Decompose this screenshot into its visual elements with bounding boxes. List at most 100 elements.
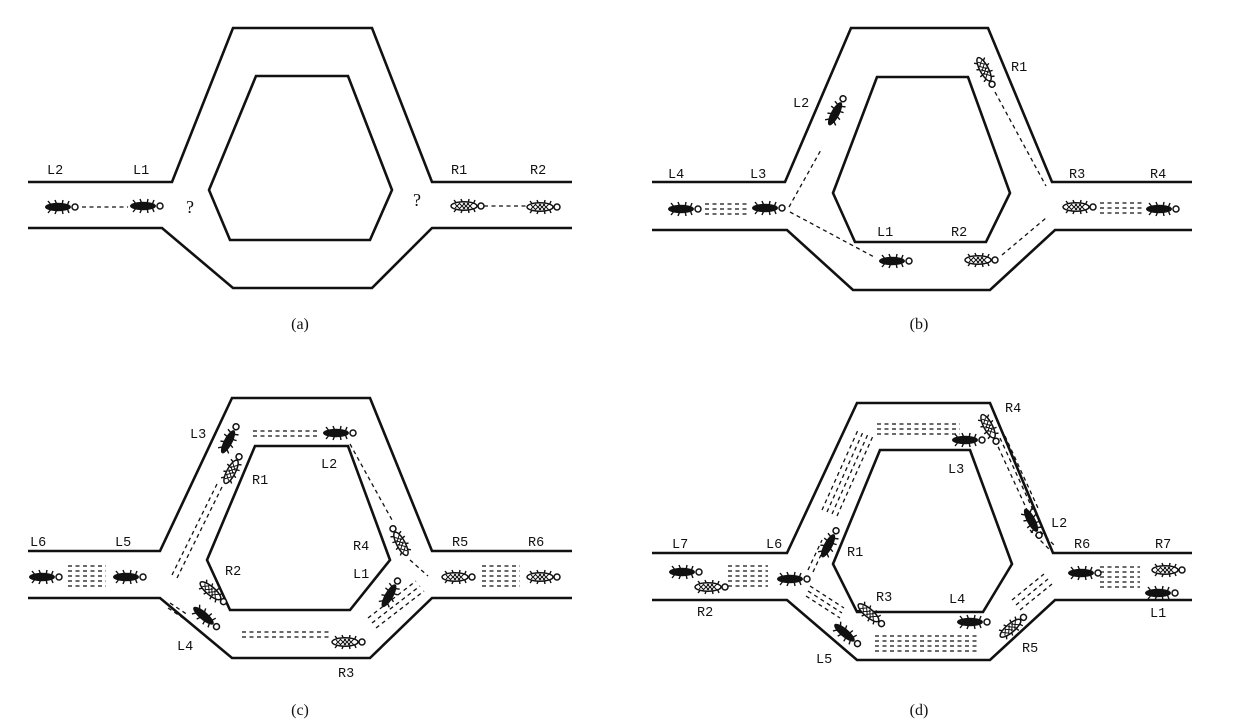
label-r2-c: R2	[225, 565, 241, 580]
label-l1-b: L1	[877, 226, 893, 241]
label-l5-c: L5	[115, 536, 131, 551]
ant-r6-c	[526, 569, 561, 585]
label-r1-b: R1	[1011, 61, 1027, 76]
label-r5-c: R5	[452, 536, 468, 551]
outer-road-bottom-a	[28, 226, 572, 290]
trail-lower-left-b	[789, 211, 877, 259]
ant-l1-d	[1144, 585, 1179, 601]
ant-l2-b	[822, 92, 852, 130]
trail-upper-left-d-2	[826, 431, 864, 513]
label-r4-b: R4	[1150, 168, 1166, 183]
question-mark-right: ?	[413, 190, 421, 210]
ant-l4-d	[956, 614, 991, 630]
label-l3-d: L3	[948, 463, 964, 478]
outer-road-bottom-b	[652, 228, 1192, 292]
panel-c: L6 L5 L3 R1 L2 R4 R5 R6 L1 R2 L4 R3 (c)	[28, 396, 572, 719]
ant-r1-a	[450, 198, 485, 214]
label-l3-b: L3	[750, 168, 766, 183]
ant-r1-c	[218, 450, 248, 488]
caption-b: (b)	[910, 316, 929, 333]
label-r3-b: R3	[1069, 168, 1085, 183]
trail-upper-left-d-4	[836, 435, 874, 517]
label-r6-d: R6	[1074, 538, 1090, 553]
label-r1-c: R1	[252, 474, 268, 489]
label-r1-a: R1	[451, 164, 467, 179]
label-l4-d: L4	[949, 593, 965, 608]
label-r1-d: R1	[847, 546, 863, 561]
ant-l2-c	[322, 425, 357, 441]
label-l7-d: L7	[672, 538, 688, 553]
outer-road-bottom-d	[652, 598, 1192, 662]
inner-island-b	[831, 75, 1012, 244]
label-l1-d: L1	[1150, 607, 1166, 622]
caption-c: (c)	[291, 702, 309, 719]
ant-l6-c	[28, 569, 63, 585]
label-l4-c: L4	[177, 640, 193, 655]
inner-island-d	[831, 448, 1014, 614]
trail-lower-right-d-2	[1015, 578, 1049, 606]
ant-l5-c	[112, 569, 147, 585]
label-l2-c: L2	[321, 458, 337, 473]
ant-l2-a	[44, 199, 79, 215]
trail-lower-left-d-2	[807, 590, 843, 614]
label-r2-a: R2	[530, 164, 546, 179]
outer-road-top-a	[28, 26, 572, 184]
ant-l1-b	[878, 253, 913, 269]
ant-l2-d	[1018, 504, 1048, 542]
trail-lower-left-d-3	[809, 585, 845, 609]
trail-left-junction-d-1	[807, 539, 823, 571]
ant-l1-a	[129, 198, 164, 214]
ant-r3-c	[331, 634, 366, 650]
outer-road-bottom-c	[28, 596, 572, 660]
trail-upper-left-b	[788, 147, 823, 208]
label-r2-b: R2	[951, 226, 967, 241]
trail-upper-right-b	[994, 91, 1047, 187]
label-r3-d: R3	[876, 591, 892, 606]
ant-l3-d	[951, 432, 986, 448]
ant-r2-c	[195, 576, 232, 610]
label-l2-b: L2	[793, 97, 809, 112]
trail-upper-left-c-2	[176, 484, 224, 579]
label-r7-d: R7	[1155, 538, 1171, 553]
trail-lower-left-c-1	[167, 607, 187, 621]
trail-upper-right-d-2	[999, 437, 1034, 511]
label-r6-c: R6	[528, 536, 544, 551]
panel-d: L7 L6 R1 R4 L3 L2 R6 R7 R2 R3 L4 L5 R5 L…	[652, 401, 1192, 719]
ant-l3-b	[751, 200, 786, 216]
ant-r2-a	[526, 199, 561, 215]
trail-right-junction-d-2	[1034, 525, 1056, 547]
trail-left-junction-d-2	[812, 541, 828, 573]
trail-right-junction-c	[409, 559, 429, 577]
label-r4-c: R4	[353, 540, 369, 555]
ant-l7-d	[668, 564, 703, 580]
label-l5-d: L5	[816, 653, 832, 668]
label-l2-a: L2	[47, 164, 63, 179]
label-l6-c: L6	[30, 536, 46, 551]
ant-r2-d	[694, 579, 729, 595]
ant-l6-d	[776, 571, 811, 587]
trail-lower-right-b	[1001, 217, 1047, 256]
trail-lower-left-c-2	[169, 602, 189, 616]
label-l2-d: L2	[1051, 517, 1067, 532]
trail-lower-left-d-1	[805, 595, 841, 619]
label-l6-d: L6	[766, 538, 782, 553]
trail-upper-left-c-1	[171, 481, 219, 576]
ant-l5-d	[829, 618, 866, 652]
ant-r6-d	[1067, 565, 1102, 581]
inner-island-c	[205, 444, 392, 612]
ant-r5-c	[441, 569, 476, 585]
ant-r4-b	[1145, 201, 1180, 217]
label-r3-c: R3	[338, 667, 354, 682]
ant-r2-b	[964, 252, 999, 268]
inner-island-a	[207, 74, 394, 242]
outer-road-top-c	[28, 396, 572, 553]
label-l1-c: L1	[353, 568, 369, 583]
ant-l4-c	[188, 601, 225, 635]
ant-r1-b	[971, 53, 1001, 91]
panel-b: L4 L3 L2 R1 R3 R4 L1 R2 (b)	[652, 26, 1192, 333]
label-r4-d: R4	[1005, 402, 1021, 417]
outer-road-top-d	[652, 401, 1192, 555]
ant-l4-b	[667, 201, 702, 217]
trail-lower-right-c-1	[371, 585, 421, 624]
